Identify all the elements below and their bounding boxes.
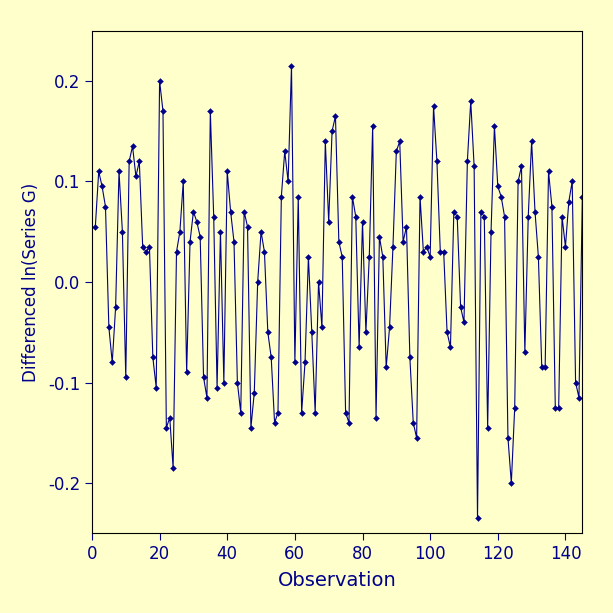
Y-axis label: Differenced ln(Series G): Differenced ln(Series G) [21, 182, 40, 382]
X-axis label: Observation: Observation [278, 571, 397, 590]
